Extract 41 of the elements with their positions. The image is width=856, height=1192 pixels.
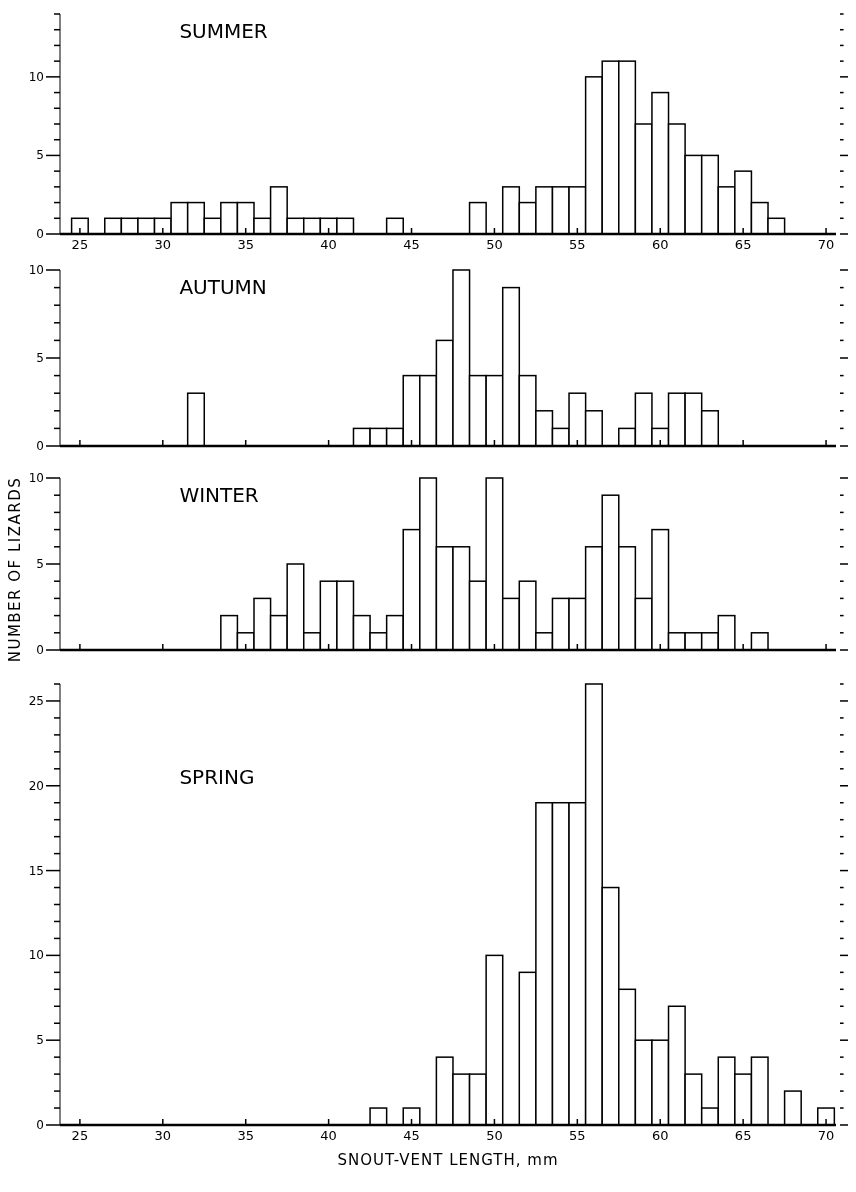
x-tick-label: 70 [817, 237, 835, 252]
y-tick-label: 5 [36, 1033, 44, 1048]
x-tick-label: 30 [154, 1128, 172, 1143]
x-tick-label: 60 [651, 237, 669, 252]
y-axis-title: NUMBER OF LIZARDS [6, 476, 24, 663]
x-tick-label: 50 [486, 1128, 503, 1143]
x-tick-label: 25 [71, 1128, 89, 1143]
chart-title: AUTUMN [179, 275, 267, 299]
y-tick-label: 15 [28, 863, 44, 878]
x-tick-label: 55 [569, 237, 586, 252]
y-tick-label: 10 [28, 263, 44, 277]
y-tick-label: 0 [36, 1118, 44, 1132]
x-axis-title: SNOUT-VENT LENGTH, mm [337, 1151, 559, 1169]
y-tick-label: 5 [36, 148, 44, 163]
y-tick-label: 10 [28, 471, 44, 485]
y-tick-label: 25 [28, 693, 44, 708]
y-tick-label: 5 [36, 557, 44, 571]
x-tick-label: 60 [651, 1128, 669, 1143]
y-tick-label: 0 [36, 227, 44, 241]
y-tick-label: 10 [28, 948, 44, 963]
x-tick-label: 30 [154, 237, 172, 252]
y-tick-label: 5 [36, 351, 44, 365]
x-tick-label: 35 [237, 1128, 254, 1143]
x-tick-label: 40 [320, 1128, 337, 1143]
chart-title: WINTER [179, 483, 259, 507]
x-tick-label: 65 [734, 1128, 752, 1143]
y-tick-label: 10 [28, 69, 44, 84]
x-tick-label: 40 [320, 237, 337, 252]
y-tick-label: 0 [36, 439, 44, 453]
x-tick-label: 65 [734, 237, 752, 252]
y-tick-label: 20 [28, 778, 44, 793]
text: SPRING [179, 765, 255, 789]
x-tick-label: 50 [486, 237, 503, 252]
x-tick-label: 45 [403, 237, 420, 252]
x-tick-label: 70 [817, 1128, 835, 1143]
x-tick-label: 55 [569, 1128, 586, 1143]
y-tick-label: 0 [36, 643, 44, 657]
chart-title: SUMMER [179, 19, 268, 43]
x-tick-label: 25 [71, 237, 89, 252]
x-tick-label: 35 [237, 237, 254, 252]
x-tick-label: 45 [403, 1128, 420, 1143]
